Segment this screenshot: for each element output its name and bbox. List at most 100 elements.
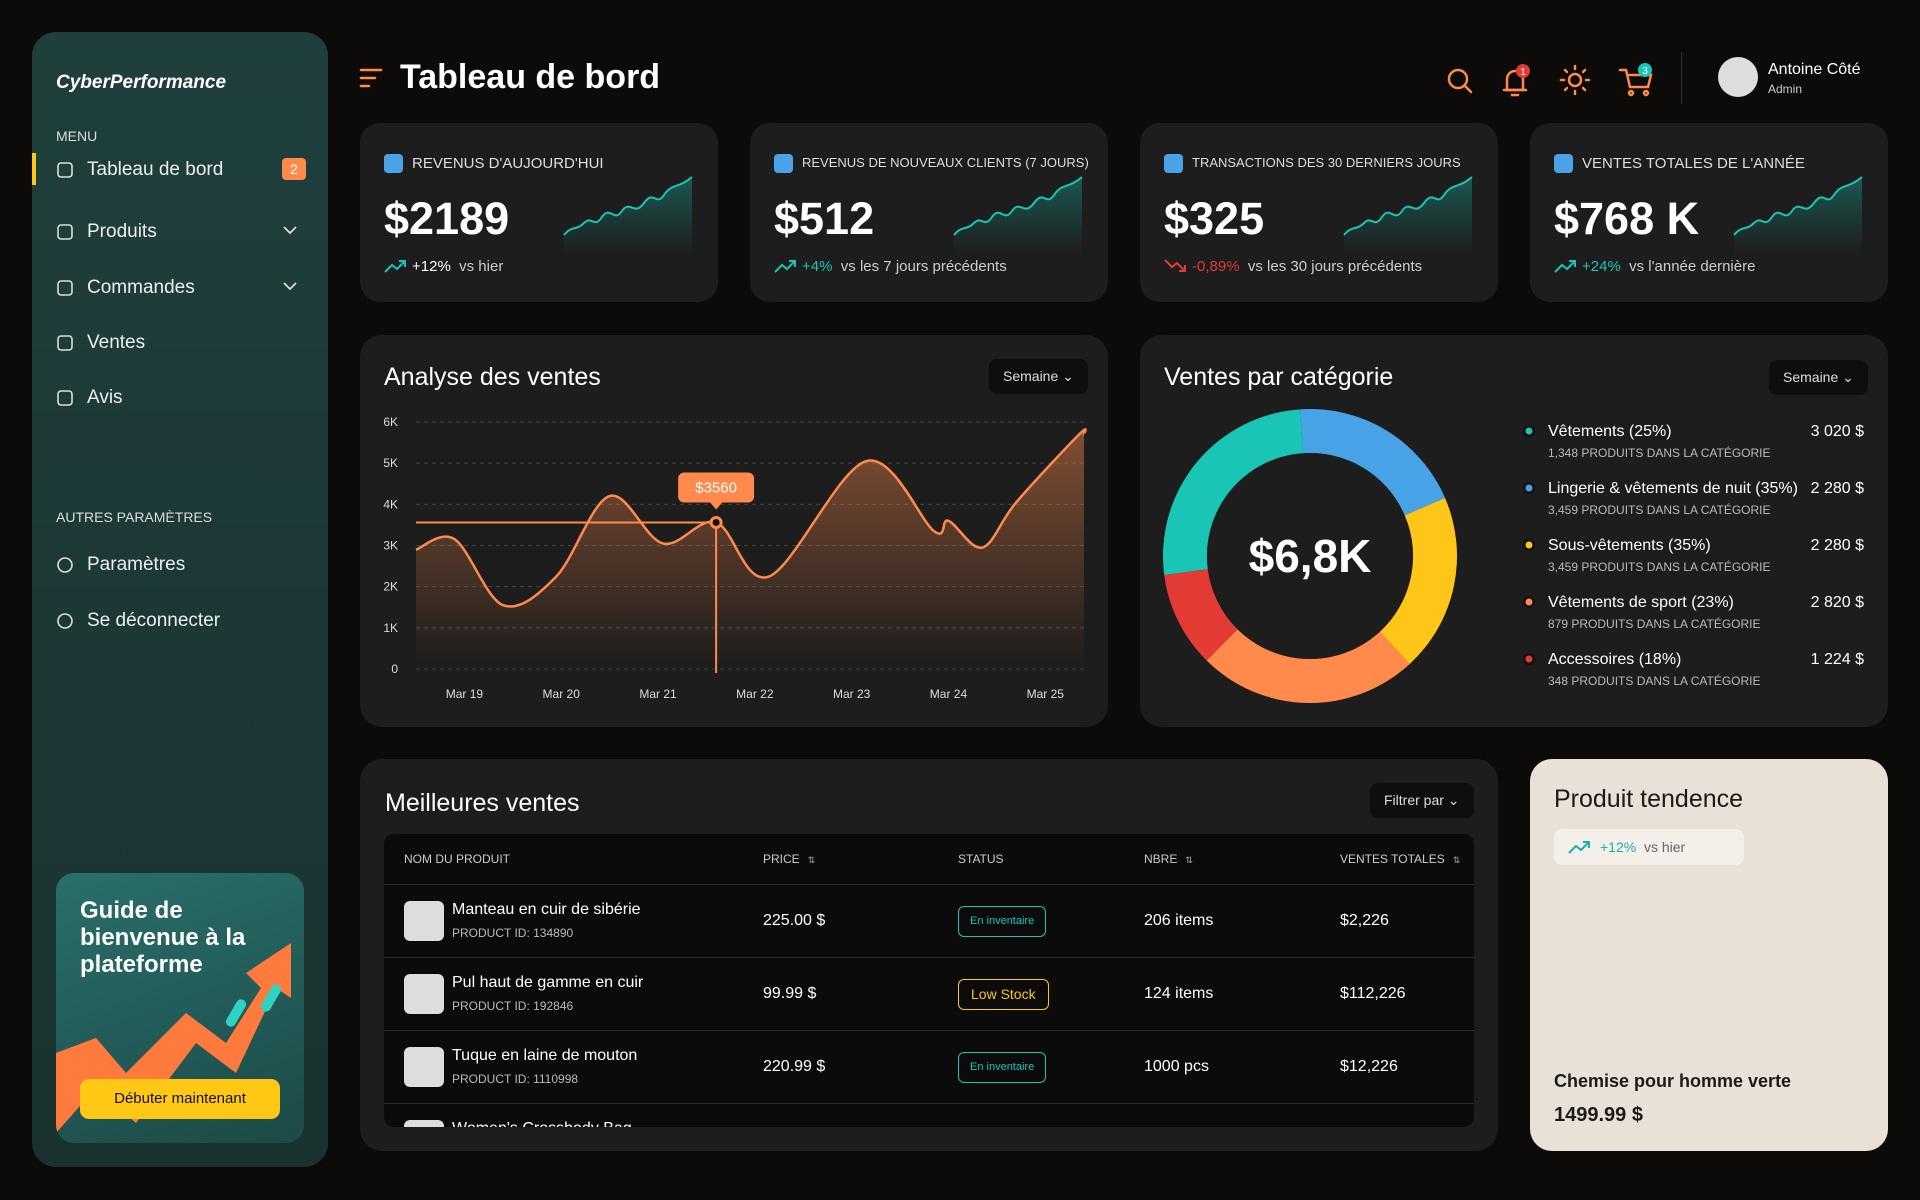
- menu-label: Ventes: [87, 332, 146, 353]
- header-icons: 1 3: [1447, 63, 1653, 97]
- spacer: [832, 258, 840, 275]
- status-badge: En inventaire: [958, 906, 1047, 937]
- spacer: [1621, 258, 1629, 275]
- menu-label: Commandes: [87, 277, 195, 298]
- trend-icon: [1164, 259, 1186, 272]
- trend-change: +12%: [1600, 839, 1637, 855]
- column-header[interactable]: NBRE ⇅: [1144, 852, 1193, 866]
- theme-icon[interactable]: [1559, 64, 1591, 96]
- column-header[interactable]: VENTES TOTALES ⇅: [1340, 852, 1460, 866]
- kpi-change: +12%: [412, 258, 451, 275]
- status-badge: Low Stock: [958, 979, 1049, 1010]
- header-divider: [1681, 52, 1682, 104]
- trend-icon: [1554, 260, 1576, 273]
- spacer: [1240, 258, 1248, 275]
- settings-icon: [57, 557, 73, 573]
- category-card: Ventes par catégorie Semaine ⌄: [1140, 335, 1888, 727]
- menu-item[interactable]: Produits: [32, 211, 328, 251]
- sparkline: [1733, 176, 1863, 255]
- kpi-comparison: vs les 30 jours précédents: [1247, 258, 1423, 275]
- kpi-value: $768 K: [1554, 193, 1700, 244]
- total-sales: $112,226: [1340, 985, 1406, 1002]
- kpi-card: REVENUS DE NOUVEAUX CLIENTS (7 JOURS) $51…: [750, 123, 1108, 302]
- kpi-change-row: +4% vs les 7 jours précédents: [802, 258, 1007, 275]
- kpi-comparison: vs hier: [459, 258, 504, 275]
- menu-icon: [57, 162, 73, 178]
- filter-label: Filtrer par: [1384, 792, 1444, 808]
- kpi-title: VENTES TOTALES DE L'ANNÉE: [1582, 155, 1805, 172]
- trend-icon: [774, 260, 796, 273]
- card-title: Analyse des ventes: [384, 363, 601, 391]
- row-divider: [384, 1103, 1474, 1104]
- kpi-icon: [1164, 154, 1183, 173]
- trend-chip: +12% vs hier: [1554, 829, 1744, 865]
- product-id: PRODUCT ID: 1110998: [452, 1072, 579, 1086]
- menu-label: Avis: [87, 387, 123, 408]
- settings-label: Se déconnecter: [87, 610, 221, 631]
- menu-icon: [57, 390, 73, 406]
- row-divider: [384, 1030, 1474, 1031]
- product-name: Chemise pour homme verte: [1554, 1071, 1792, 1091]
- sparkline: [563, 176, 693, 255]
- row-divider: [384, 957, 1474, 958]
- search-icon[interactable]: [1447, 68, 1473, 94]
- kpi-title: REVENUS DE NOUVEAUX CLIENTS (7 JOURS): [802, 155, 1089, 170]
- trend-icon: [1568, 841, 1590, 854]
- menu-item[interactable]: Avis: [32, 377, 328, 417]
- total-sales: $2,226: [1340, 912, 1389, 929]
- menu-icon: [57, 335, 73, 351]
- period-label: Semaine: [1003, 368, 1059, 384]
- kpi-change: +4%: [802, 258, 833, 275]
- kpi-title: TRANSACTIONS DES 30 DERNIERS JOURS: [1192, 155, 1461, 170]
- menu-item[interactable]: Commandes: [32, 267, 328, 307]
- notification-badge: 1: [1520, 67, 1526, 78]
- menu-item[interactable]: Tableau de bord 2: [32, 149, 328, 189]
- kpi-value: $512: [774, 193, 875, 244]
- cart-badge: 3: [1642, 66, 1648, 77]
- settings-label: Paramètres: [87, 554, 186, 575]
- column-label: PRICE: [763, 852, 800, 866]
- promo-title: Guide de bienvenue à la plateforme: [80, 897, 246, 978]
- sparkline: [953, 176, 1083, 255]
- settings-item[interactable]: Paramètres: [32, 544, 328, 584]
- quantity: 1000 pcs: [1144, 1058, 1209, 1075]
- kpi-icon: [1554, 154, 1573, 173]
- settings-item[interactable]: Se déconnecter: [32, 600, 328, 640]
- quantity: 124 items: [1144, 985, 1214, 1002]
- trend-icon: [384, 260, 406, 273]
- product-name: Women's Crossbody Bag: [452, 1120, 632, 1127]
- row-divider: [384, 884, 1474, 885]
- period-dropdown[interactable]: Semaine ⌄: [989, 359, 1088, 394]
- avatar[interactable]: [1718, 57, 1758, 97]
- total-sales: $12,226: [1340, 1058, 1398, 1075]
- menu-label: Produits: [87, 221, 157, 242]
- spacer: [451, 258, 459, 275]
- sort-icon: ⇅: [807, 855, 816, 865]
- filter-dropdown[interactable]: Filtrer par ⌄: [1370, 783, 1474, 818]
- trend-comparison: vs hier: [1643, 839, 1686, 855]
- card-title: Ventes par catégorie: [1164, 363, 1394, 391]
- period-dropdown[interactable]: Semaine ⌄: [1769, 360, 1868, 395]
- column-header: STATUS: [958, 852, 1004, 866]
- kpi-icon: [384, 154, 403, 173]
- menu-item[interactable]: Ventes: [32, 322, 328, 362]
- table: NOM DU PRODUIT PRICE ⇅ STATUS NBRE ⇅ VENTES TO…: [384, 834, 1474, 1127]
- column-header[interactable]: PRICE ⇅: [763, 852, 815, 866]
- kpi-change-row: +24% vs l'année dernière: [1582, 258, 1755, 275]
- kpi-value: $325: [1164, 193, 1265, 244]
- column-header: NOM DU PRODUIT: [404, 852, 510, 866]
- menu-icon: [57, 280, 73, 296]
- product-name: Tuque en laine de mouton: [452, 1047, 638, 1064]
- menu-icon: [57, 224, 73, 240]
- promo-button[interactable]: Débuter maintenant: [80, 1079, 280, 1119]
- sort-icon: ⇅: [1452, 855, 1461, 865]
- active-marker: [32, 153, 36, 185]
- menu-toggle[interactable]: [358, 66, 384, 90]
- kpi-card: VENTES TOTALES DE L'ANNÉE $768 K +24% vs l…: [1530, 123, 1888, 302]
- user-name: Antoine Côté: [1768, 61, 1861, 78]
- column-label: NBRE: [1144, 852, 1178, 866]
- column-label: STATUS: [958, 852, 1004, 866]
- product-price: 1499.99 $: [1554, 1104, 1643, 1126]
- kpi-change: -0,89%: [1192, 258, 1240, 275]
- kpi-comparison: vs l'année dernière: [1629, 258, 1756, 275]
